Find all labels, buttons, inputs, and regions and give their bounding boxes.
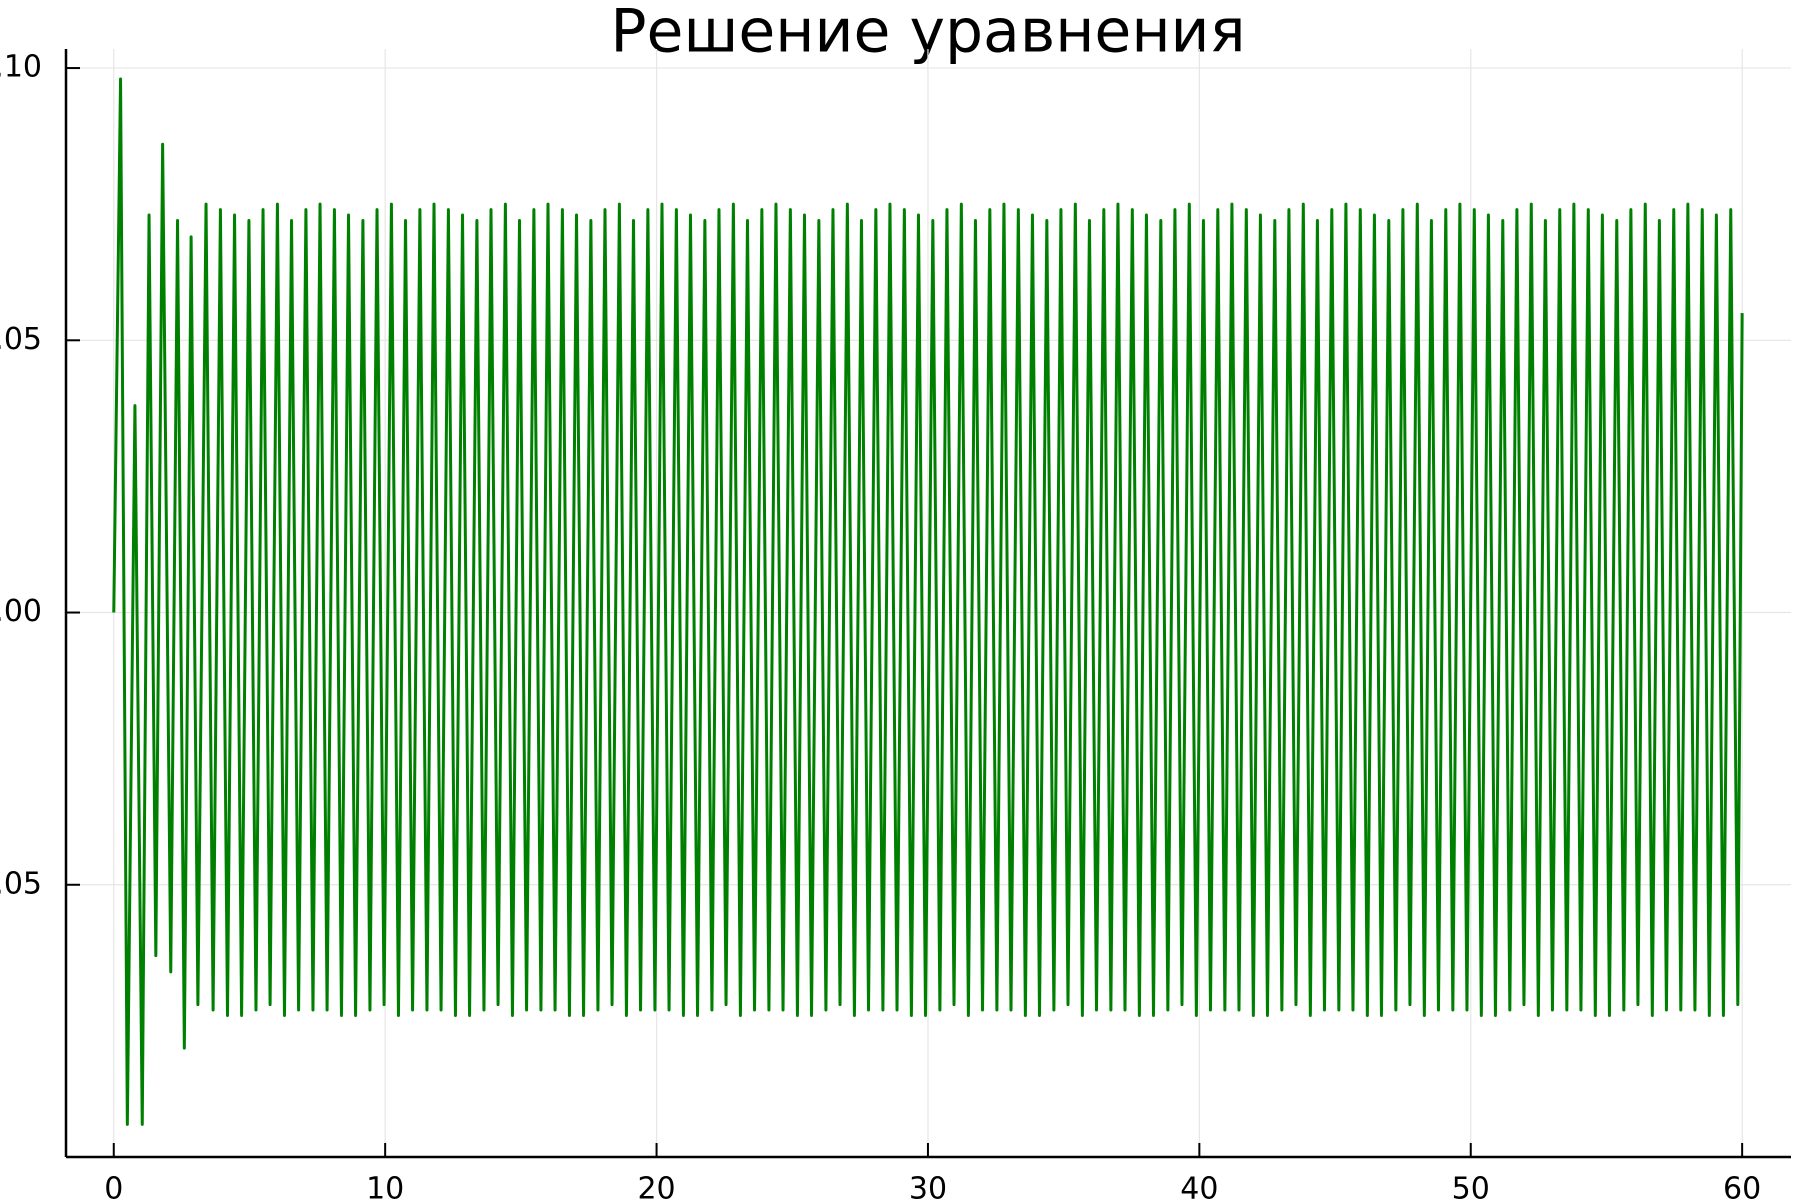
- x-tick-label: 10: [366, 1172, 404, 1200]
- y-tick-label: 0.05: [0, 322, 42, 357]
- x-tick-label: 0: [104, 1172, 123, 1200]
- y-tick-label: -0.05: [0, 866, 42, 901]
- x-tick-label: 50: [1452, 1172, 1490, 1200]
- y-tick-label: 0.10: [0, 50, 42, 85]
- x-tick-label: 30: [909, 1172, 947, 1200]
- y-tick-label: 0.00: [0, 594, 42, 629]
- x-tick-label: 40: [1180, 1172, 1218, 1200]
- x-tick-label: 20: [637, 1172, 675, 1200]
- x-tick-label: 60: [1723, 1172, 1761, 1200]
- series-line: [112, 77, 1744, 1126]
